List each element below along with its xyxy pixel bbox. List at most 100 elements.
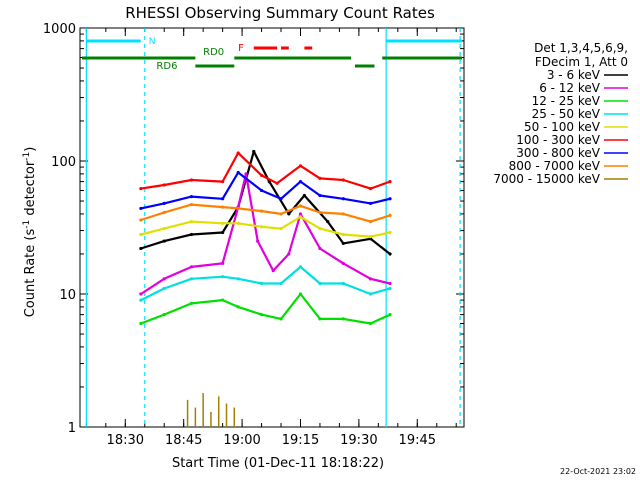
data-point [318, 317, 322, 321]
night-label: N [149, 37, 156, 47]
legend-label: 800 - 7000 keV [509, 159, 601, 173]
data-point [302, 193, 306, 198]
data-point [259, 188, 264, 193]
data-point [318, 246, 322, 251]
data-point [318, 210, 322, 215]
x-tick-label: 19:45 [399, 433, 436, 448]
data-point [341, 261, 345, 265]
data-point [368, 201, 373, 205]
data-point [388, 281, 392, 286]
data-point [236, 206, 240, 211]
data-point [388, 197, 392, 201]
data-point [189, 194, 194, 199]
footer-timestamp: 22-Oct-2021 23:02 [560, 467, 636, 476]
data-point [287, 252, 291, 256]
y-tick-label: 10 [59, 288, 76, 303]
overlays: N RD0 RD6 F [82, 28, 462, 427]
data-point [221, 197, 225, 201]
data-point [259, 281, 264, 286]
data-point [368, 187, 373, 191]
legend-label: 50 - 100 keV [524, 120, 601, 134]
series-line [140, 203, 391, 223]
data-point [139, 232, 143, 237]
x-tick-label: 19:00 [223, 433, 260, 448]
data-point [318, 281, 322, 286]
data-point [368, 235, 373, 239]
data-point [189, 203, 194, 207]
data-point [326, 220, 330, 224]
data-point [221, 230, 225, 235]
data-point [368, 321, 373, 326]
legend-label: 12 - 25 keV [532, 94, 601, 108]
y-tick-label: 100 [51, 155, 76, 170]
data-point [279, 197, 283, 201]
y-axis-title-mid: detector [23, 160, 38, 220]
data-point [259, 225, 264, 229]
data-point [139, 321, 143, 326]
plot-frame [79, 27, 465, 428]
legend-label: 6 - 12 keV [539, 81, 601, 95]
data-point [221, 221, 225, 225]
data-point [236, 277, 240, 281]
series-layer [139, 149, 392, 427]
data-point [298, 212, 303, 216]
data-point [341, 281, 345, 286]
data-point [298, 204, 303, 208]
data-point [189, 265, 194, 269]
data-point [139, 206, 143, 211]
data-point [341, 197, 345, 201]
data-point [287, 212, 291, 216]
data-point [236, 305, 240, 309]
data-point [221, 261, 225, 265]
x-tick-label: 18:45 [165, 433, 202, 448]
data-point [236, 151, 240, 155]
legend-label: 7000 - 15000 keV [493, 172, 600, 186]
data-point [162, 183, 166, 187]
y-axis-title-main: Count Rate (s [23, 229, 38, 318]
data-point [298, 215, 303, 219]
data-point [259, 173, 264, 177]
data-point [189, 277, 194, 281]
data-point [318, 176, 322, 180]
data-point [162, 201, 166, 205]
data-point [162, 210, 166, 215]
data-point [236, 221, 240, 225]
legend-header-line2: FDecim 1, Att 0 [535, 55, 628, 69]
data-point [139, 298, 143, 302]
data-point [298, 265, 303, 269]
data-point [341, 212, 345, 216]
y-axis-title-end: ) [23, 147, 38, 152]
data-point [298, 292, 303, 296]
data-point [368, 292, 373, 296]
data-point [139, 218, 143, 222]
series-line [140, 215, 391, 238]
series-line [140, 292, 391, 325]
y-axis-title-sup2: -1 [22, 152, 32, 161]
series-line [140, 265, 391, 302]
data-point [189, 220, 194, 224]
data-point [162, 313, 166, 317]
data-point [162, 239, 166, 243]
y-tick-label: 1000 [43, 22, 76, 37]
data-point [279, 317, 283, 321]
y-axis-title: Count Rate (s-1 detector-1) [22, 147, 38, 318]
x-tick-label: 19:15 [282, 433, 319, 448]
data-point [388, 213, 392, 217]
data-point [221, 180, 225, 184]
data-point [388, 230, 392, 235]
data-point [341, 178, 345, 182]
data-point [388, 180, 392, 184]
legend-label: 300 - 800 keV [516, 146, 600, 160]
data-point [139, 246, 143, 251]
data-point [318, 193, 322, 198]
series-line [140, 151, 391, 190]
data-point [275, 181, 279, 185]
x-axis-title: Start Time (01-Dec-11 18:18:22) [172, 456, 384, 471]
x-tick-label: 19:30 [340, 433, 377, 448]
data-point [221, 275, 225, 279]
data-point [189, 301, 194, 305]
x-axis: 18:30 18:45 19:00 19:15 19:30 19:45 [85, 28, 457, 448]
legend-label: 3 - 6 keV [547, 68, 601, 82]
